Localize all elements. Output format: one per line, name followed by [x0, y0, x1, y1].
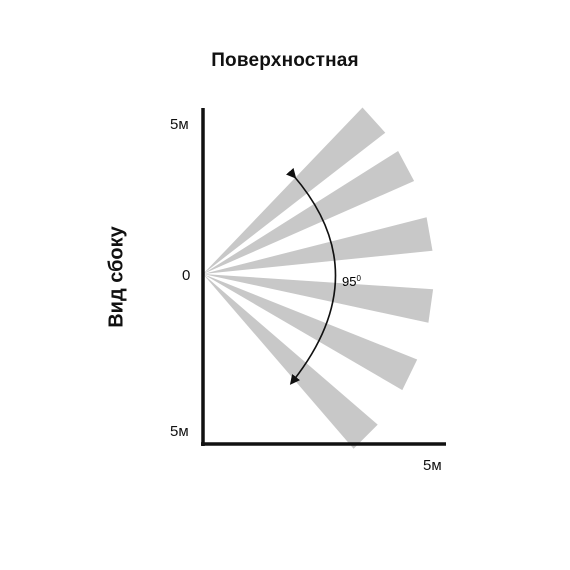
detection-beam-5	[203, 274, 418, 391]
angle-value: 95	[342, 274, 356, 289]
angle-value-label: 950	[342, 274, 361, 289]
diagram-title: Поверхностная	[211, 50, 359, 71]
angle-arc-arrow	[285, 167, 337, 385]
beams-group	[203, 107, 434, 449]
x-axis-right-label: 5м	[423, 457, 442, 474]
detection-beam-4	[203, 274, 434, 323]
y-axis-top-label: 5м	[170, 116, 189, 133]
angle-degree-sign: 0	[356, 274, 361, 283]
detection-beam-3	[203, 217, 433, 274]
y-axis-zero-label: 0	[182, 267, 191, 284]
y-axis-bottom-label: 5м	[170, 423, 189, 440]
detection-beam-2	[203, 151, 415, 274]
